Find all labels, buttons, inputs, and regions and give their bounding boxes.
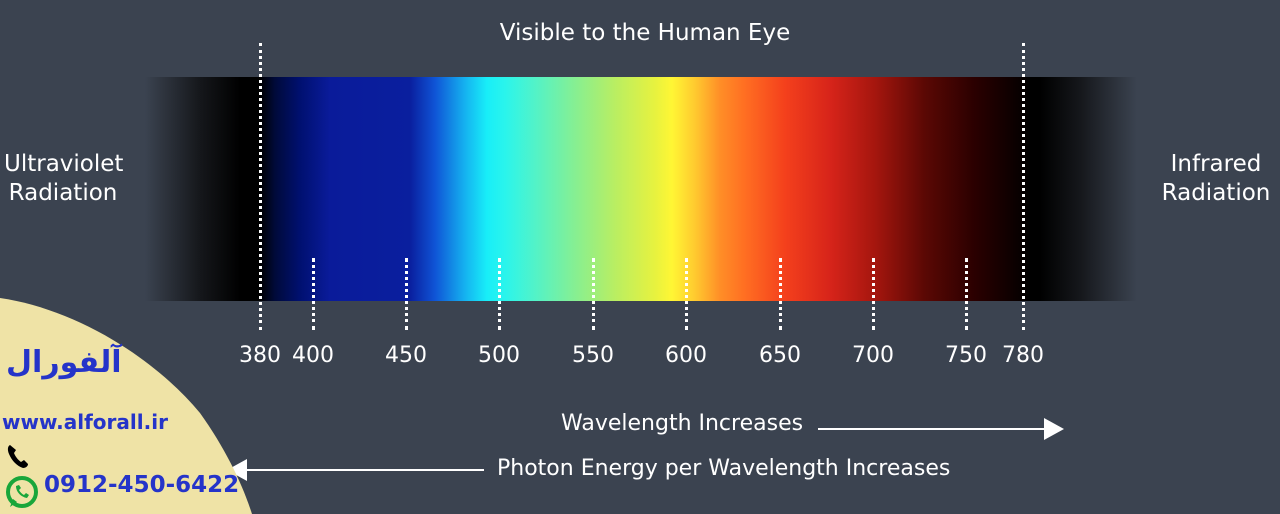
tick-label-700: 700 (852, 343, 894, 368)
watermark-background (0, 298, 252, 514)
watermark-phone: 0912-450-6422 (44, 472, 240, 498)
tick-label-600: 600 (665, 343, 707, 368)
infrared-label: Infrared Radiation (1158, 150, 1274, 208)
tick-label-450: 450 (385, 343, 427, 368)
boundary-line-380 (259, 43, 262, 330)
tick-line-550 (592, 258, 595, 330)
ultraviolet-label: Ultraviolet Radiation (4, 150, 124, 208)
tick-label-780: 780 (1002, 343, 1044, 368)
tick-line-600 (685, 258, 688, 330)
tick-line-700 (872, 258, 875, 330)
diagram-title: Visible to the Human Eye (499, 20, 791, 46)
tick-line-450 (405, 258, 408, 330)
tick-line-750 (965, 258, 968, 330)
infrared-label-line2: Radiation (1161, 180, 1271, 206)
watermark-url: www.alforall.ir (2, 410, 168, 434)
tick-label-550: 550 (572, 343, 614, 368)
wavelength-arrow-line (818, 428, 1046, 430)
boundary-line-780 (1022, 43, 1025, 330)
ultraviolet-label-line1: Ultraviolet (4, 151, 124, 177)
tick-label-400: 400 (292, 343, 334, 368)
tick-line-650 (779, 258, 782, 330)
photon-energy-label: Photon Energy per Wavelength Increases (497, 456, 951, 481)
tick-label-500: 500 (478, 343, 520, 368)
phone-icon (7, 445, 28, 468)
tick-label-750: 750 (945, 343, 987, 368)
wavelength-arrow-head-icon (1044, 418, 1064, 440)
wavelength-increases-label: Wavelength Increases (561, 411, 804, 436)
photon-energy-arrow-line (246, 469, 484, 471)
whatsapp-icon (6, 476, 38, 508)
visible-spectrum-bar (145, 77, 1137, 301)
tick-line-400 (312, 258, 315, 330)
infrared-label-line1: Infrared (1170, 151, 1262, 177)
tick-label-380: 380 (239, 343, 281, 368)
ultraviolet-label-line2: Radiation (8, 180, 118, 206)
tick-label-650: 650 (759, 343, 801, 368)
watermark-brand-name: آلفورال (6, 345, 122, 380)
tick-line-500 (498, 258, 501, 330)
